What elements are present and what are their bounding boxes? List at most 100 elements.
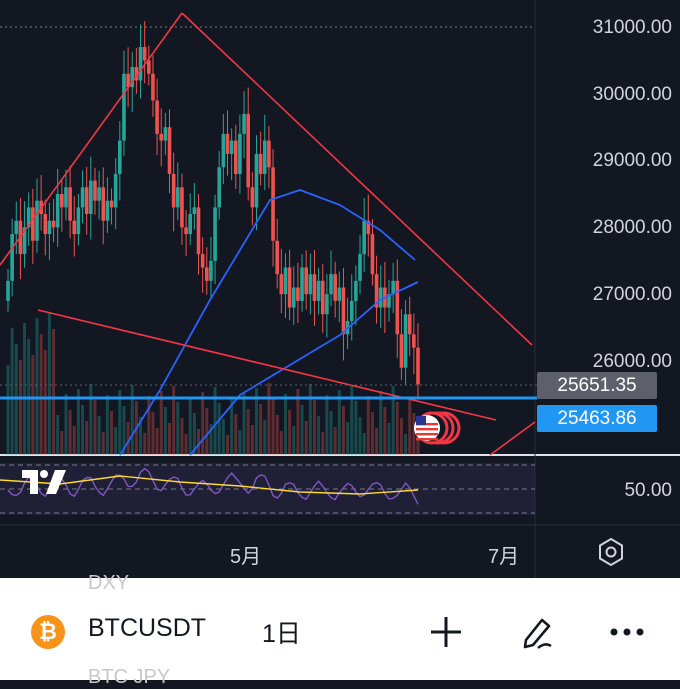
volume-bar: [139, 417, 143, 455]
candle-body: [329, 274, 333, 295]
candle-body: [80, 187, 85, 208]
volume-bar: [197, 429, 201, 455]
volume-bar: [292, 426, 296, 455]
candle-body: [412, 334, 416, 348]
candle-body: [130, 67, 135, 88]
interval-button[interactable]: 1日: [262, 620, 301, 648]
candle-body: [308, 274, 313, 295]
volume-bar: [151, 412, 155, 455]
trendline-rising: [0, 12, 183, 266]
volume-bar: [72, 426, 76, 455]
candle-body: [200, 254, 205, 268]
candle-body: [416, 347, 420, 385]
candle-body: [312, 274, 317, 301]
volume-bar: [288, 410, 292, 455]
volume-bar: [147, 396, 151, 455]
candle-body: [358, 254, 362, 281]
candle-body: [349, 300, 354, 321]
flag-stripe: [416, 428, 438, 431]
volume-bar: [89, 384, 93, 455]
bottom-toolbar: [0, 578, 680, 680]
volume-bar: [35, 318, 39, 455]
candle-body: [126, 73, 130, 88]
rsi-level-label: 50.00: [624, 480, 672, 501]
bitcoin-icon: ₿: [31, 615, 65, 649]
candle-body: [105, 200, 110, 221]
more-menu-icon[interactable]: [605, 610, 649, 654]
candle-body: [258, 153, 263, 174]
candle-body: [403, 314, 408, 368]
volume-bar: [300, 405, 304, 455]
add-icon[interactable]: [424, 610, 468, 654]
candle-body: [31, 207, 35, 241]
volume-bar: [155, 428, 159, 455]
volume-bar: [250, 425, 254, 455]
y-tick-label: 28000.00: [592, 217, 672, 238]
candle-body: [6, 280, 10, 301]
candle-body: [151, 73, 155, 101]
candle-body: [93, 180, 97, 201]
candle-body: [134, 67, 139, 81]
volume-bar: [234, 414, 238, 455]
candle-body: [10, 234, 14, 281]
candle-body: [188, 214, 193, 235]
y-tick-label: 29000.00: [592, 150, 672, 171]
drawing-pen-icon[interactable]: [516, 610, 560, 654]
candle-body: [84, 187, 89, 215]
candle-body: [374, 274, 379, 308]
volume-bar: [184, 434, 188, 455]
candle-body: [395, 280, 400, 335]
volume-bar: [81, 405, 85, 455]
price-chart[interactable]: [0, 0, 680, 578]
volume-bar: [143, 433, 147, 455]
candle-body: [209, 260, 213, 281]
candle-body: [378, 287, 383, 308]
volume-bar: [246, 409, 250, 455]
volume-bar: [333, 427, 337, 455]
chart-area[interactable]: 31000.00 30000.00 29000.00 28000.00 2700…: [0, 0, 680, 578]
volume-bar: [296, 389, 300, 455]
candle-body: [221, 133, 226, 168]
volume-bar: [209, 424, 213, 455]
volume-bar: [379, 391, 383, 455]
volume-bar: [341, 406, 345, 455]
volume-bar: [56, 415, 60, 455]
candle-body: [171, 173, 176, 208]
candle-body: [26, 207, 31, 228]
candle-body: [163, 127, 168, 141]
volume-bar: [118, 390, 122, 455]
candle-body: [291, 287, 296, 308]
flag-stripe: [416, 423, 438, 426]
volume-bar: [259, 404, 263, 455]
volume-bar: [221, 419, 225, 455]
volume-bar: [279, 431, 283, 455]
candle-body: [55, 194, 60, 228]
volume-bar: [192, 413, 196, 455]
candle-body: [113, 173, 118, 208]
rsi-ma-line: [0, 475, 419, 495]
symbol-button[interactable]: BTCUSDT: [88, 614, 207, 642]
candle-body: [325, 294, 329, 315]
candle-body: [287, 267, 292, 308]
trendline-lower: [489, 421, 536, 456]
chart-settings-icon[interactable]: [594, 535, 628, 569]
volume-bar: [213, 387, 217, 455]
candle-body: [333, 274, 337, 301]
candle-body: [64, 187, 68, 208]
volume-bar: [399, 418, 403, 455]
volume-bar: [275, 415, 279, 455]
volume-bar: [383, 407, 387, 455]
candle-body: [217, 167, 222, 208]
y-tick-label: 31000.00: [592, 17, 672, 38]
volume-bar: [358, 417, 362, 455]
candle-body: [246, 113, 251, 188]
y-tick-label: 26000.00: [592, 351, 672, 372]
volume-bar: [321, 432, 325, 455]
rsi-line: [7, 467, 419, 505]
volume-bar: [172, 386, 176, 455]
volume-bar: [312, 400, 316, 455]
volume-bar: [408, 397, 412, 455]
candle-body: [180, 187, 184, 228]
volume-bar: [43, 350, 47, 455]
candle-body: [283, 267, 288, 295]
